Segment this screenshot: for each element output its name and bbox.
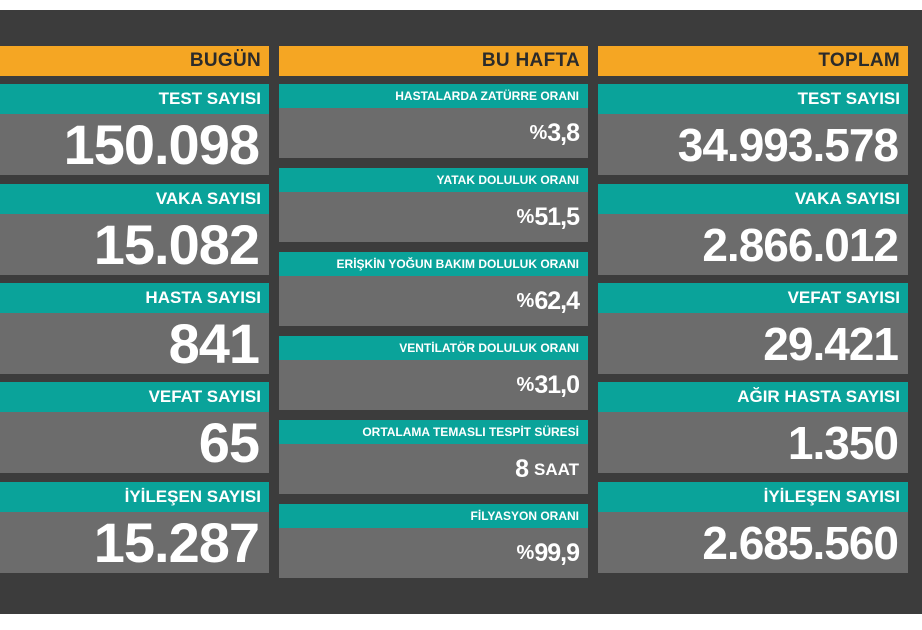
stats-board: BUGÜN TEST SAYISI 150.098 VAKA SAYISI 15…	[0, 10, 922, 614]
week-contact-unit: SAAT	[533, 460, 579, 479]
total-recovered-label: İYİLEŞEN SAYISI	[598, 482, 908, 512]
today-patient-value: 841	[0, 312, 269, 375]
week-contact-value: 8 SAAT	[279, 444, 588, 494]
percent-sign: %	[516, 373, 535, 396]
week-contact-number: 8	[515, 454, 529, 483]
week-bed-number: 51,5	[534, 202, 580, 231]
week-bed-label: YATAK DOLULUK ORANI	[279, 168, 588, 192]
week-contact-label: ORTALAMA TEMASLI TESPİT SÜRESİ	[279, 420, 588, 444]
total-critical-value: 1.350	[598, 412, 908, 473]
total-recovered-value: 2.685.560	[598, 512, 908, 573]
today-test-value: 150.098	[0, 113, 269, 176]
week-ventilator-value: % 31,0	[279, 360, 588, 410]
bottom-border	[0, 614, 922, 620]
percent-sign: %	[516, 205, 535, 228]
today-header: BUGÜN	[0, 46, 269, 76]
week-icu-number: 62,4	[534, 286, 580, 315]
week-icu-label: ERİŞKİN YOĞUN BAKIM DOLULUK ORANI	[279, 252, 588, 276]
percent-sign: %	[516, 541, 535, 564]
today-death-value: 65	[0, 411, 269, 474]
total-death-label: VEFAT SAYISI	[598, 283, 908, 313]
total-header: TOPLAM	[598, 46, 908, 76]
today-test-label: TEST SAYISI	[0, 84, 269, 114]
total-case-value: 2.866.012	[598, 214, 908, 275]
week-filiation-value: % 99,9	[279, 528, 588, 578]
week-pneumonia-value: % 3,8	[279, 108, 588, 158]
week-filiation-label: FİLYASYON ORANI	[279, 504, 588, 528]
week-ventilator-label: VENTİLATÖR DOLULUK ORANI	[279, 336, 588, 360]
total-critical-label: AĞIR HASTA SAYISI	[598, 382, 908, 412]
percent-sign: %	[516, 289, 535, 312]
week-header: BU HAFTA	[279, 46, 588, 76]
today-case-value: 15.082	[0, 213, 269, 276]
today-recovered-value: 15.287	[0, 511, 269, 574]
total-case-label: VAKA SAYISI	[598, 184, 908, 214]
total-test-value: 34.993.578	[598, 114, 908, 175]
today-death-label: VEFAT SAYISI	[0, 382, 269, 412]
percent-sign: %	[529, 121, 548, 144]
today-case-label: VAKA SAYISI	[0, 184, 269, 214]
total-test-label: TEST SAYISI	[598, 84, 908, 114]
week-bed-value: % 51,5	[279, 192, 588, 242]
week-pneumonia-number: 3,8	[547, 118, 580, 147]
today-patient-label: HASTA SAYISI	[0, 283, 269, 313]
week-filiation-number: 99,9	[534, 538, 580, 567]
total-death-value: 29.421	[598, 313, 908, 374]
week-ventilator-number: 31,0	[534, 370, 580, 399]
week-icu-value: % 62,4	[279, 276, 588, 326]
today-recovered-label: İYİLEŞEN SAYISI	[0, 482, 269, 512]
week-pneumonia-label: HASTALARDA ZATÜRRE ORANI	[279, 84, 588, 108]
